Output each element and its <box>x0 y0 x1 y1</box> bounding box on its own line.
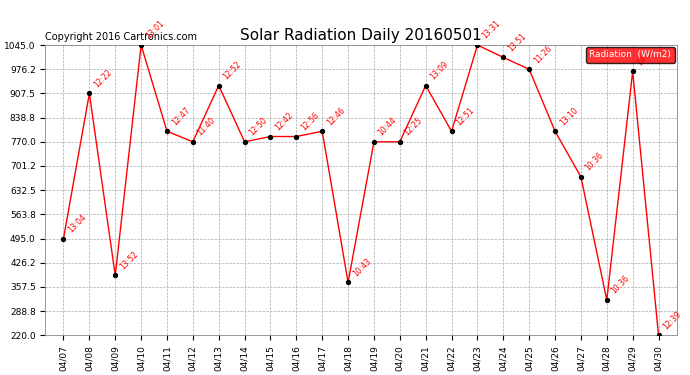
Text: 12:51: 12:51 <box>454 105 476 127</box>
Text: 13:09: 13:09 <box>428 60 451 81</box>
Point <box>265 134 276 140</box>
Text: 12:39: 12:39 <box>661 309 683 331</box>
Point <box>497 54 509 60</box>
Point <box>110 273 121 279</box>
Point <box>84 90 95 96</box>
Point <box>58 236 69 242</box>
Text: 14:0: 14:0 <box>635 49 654 67</box>
Legend: Radiation  (W/m2): Radiation (W/m2) <box>586 47 675 63</box>
Text: 10:36: 10:36 <box>584 151 606 173</box>
Point <box>290 134 302 140</box>
Point <box>446 128 457 134</box>
Text: 13:01: 13:01 <box>144 19 166 41</box>
Point <box>317 128 328 134</box>
Text: 13:31: 13:31 <box>480 19 502 41</box>
Text: 12:56: 12:56 <box>299 111 321 132</box>
Text: 13:10: 13:10 <box>558 105 580 127</box>
Point <box>342 279 353 285</box>
Point <box>239 139 250 145</box>
Text: 13:04: 13:04 <box>66 213 88 234</box>
Text: 12:25: 12:25 <box>402 116 424 138</box>
Point <box>601 297 612 303</box>
Text: 13:51: 13:51 <box>506 32 528 53</box>
Text: 11:40: 11:40 <box>196 116 217 138</box>
Point <box>213 82 224 88</box>
Point <box>188 139 199 145</box>
Point <box>575 174 586 180</box>
Point <box>368 139 380 145</box>
Point <box>472 42 483 48</box>
Text: 12:52: 12:52 <box>221 60 243 81</box>
Text: 12:42: 12:42 <box>273 111 295 132</box>
Point <box>161 128 172 134</box>
Point <box>394 139 405 145</box>
Point <box>420 82 431 88</box>
Text: 11:26: 11:26 <box>532 44 553 65</box>
Text: 10:36: 10:36 <box>609 274 631 296</box>
Title: Solar Radiation Daily 20160501: Solar Radiation Daily 20160501 <box>240 27 482 42</box>
Point <box>136 42 147 48</box>
Point <box>549 128 560 134</box>
Text: 12:22: 12:22 <box>92 68 114 89</box>
Point <box>524 66 535 72</box>
Text: 10:44: 10:44 <box>377 116 399 138</box>
Text: 12:47: 12:47 <box>170 105 192 127</box>
Text: 10:43: 10:43 <box>351 256 373 278</box>
Text: 12:46: 12:46 <box>325 105 347 127</box>
Text: 12:50: 12:50 <box>248 116 269 138</box>
Point <box>627 69 638 75</box>
Text: 13:52: 13:52 <box>118 249 140 271</box>
Point <box>653 332 664 338</box>
Text: Copyright 2016 Cartronics.com: Copyright 2016 Cartronics.com <box>46 32 197 42</box>
